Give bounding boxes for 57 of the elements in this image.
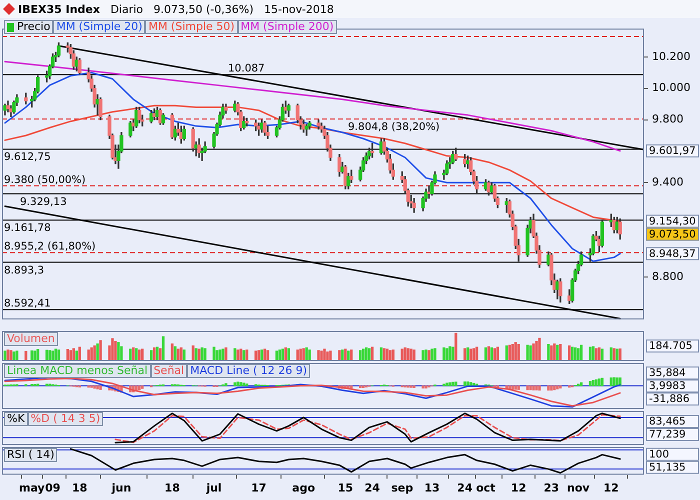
y-tick-label: 10.000	[652, 81, 690, 94]
ref-line-label: 9.161,78	[4, 222, 51, 234]
ref-line-label: 8.592,41	[4, 298, 51, 310]
x-tick-label: 18	[72, 481, 88, 494]
x-tick-label: jun	[110, 481, 132, 494]
ref-line-label: 10.087	[228, 62, 265, 75]
y-tick-label: 9.400	[652, 176, 684, 189]
annotation: 9.601,97	[649, 145, 696, 158]
ref-line-label: 9.329,13	[20, 196, 67, 208]
x-tick-label: 24	[457, 481, 473, 494]
series-label: Linea MACD menos Señal	[4, 364, 151, 378]
chart-subtitle: Diario 9.073,50 (-0,36%) 15-nov-2018	[109, 2, 334, 16]
x-tick-label: 17	[251, 481, 266, 494]
text: 184.705	[649, 340, 692, 352]
x-tick-label: oct	[476, 481, 496, 494]
series-label: Señal	[150, 364, 188, 378]
text: 83,465	[649, 416, 686, 428]
y-tick-label: 9.800	[652, 112, 684, 126]
y-tick-label: 10.200	[652, 50, 690, 63]
x-tick-label: 09	[45, 481, 60, 494]
series-label: MACD Line ( 12 26 9)	[187, 364, 310, 378]
ref-line-label: 9.612,75	[4, 151, 51, 164]
annotation: 8.948,37	[649, 248, 696, 260]
x-tick-label: 12	[510, 481, 526, 494]
series-label: Volumen	[4, 332, 58, 346]
x-tick-label: 18	[164, 481, 180, 494]
x-tick-label: jul	[205, 481, 222, 494]
x-tick-label: 24	[364, 481, 380, 494]
ref-line-label: 9.804,8 (38,20%)	[348, 121, 440, 134]
x-tick-label: 23	[544, 481, 560, 494]
series-label: %D ( 14 3 5)	[28, 412, 104, 426]
text: MM (Simple 50)	[145, 20, 238, 34]
ref-line-label: 8.893,3	[4, 264, 44, 276]
y-tick-label: 8.800	[652, 270, 684, 283]
text: MM (Simple 20)	[53, 20, 146, 34]
x-tick-label: sep	[391, 481, 414, 494]
text: %K	[4, 412, 28, 426]
text: -31,886	[649, 393, 690, 406]
ref-line-label: 9.380 (50,00%)	[4, 174, 86, 186]
text: MM (Simple 200)	[238, 20, 337, 34]
x-tick-label: 15	[338, 481, 354, 494]
text: 100	[649, 448, 670, 461]
ref-line-label: 8.955,2 (61,80%)	[4, 240, 96, 253]
x-tick-label: ago	[292, 481, 316, 494]
chart-title: IBEX35 Index	[18, 2, 100, 16]
text: 3,9983	[649, 380, 686, 392]
x-tick-label: 12	[603, 481, 619, 494]
text: 77,239	[649, 428, 686, 441]
text: 35,884	[649, 367, 686, 380]
x-tick-label: 13	[424, 481, 440, 494]
series-label: RSI ( 14)	[4, 448, 58, 462]
annotation: 9.073,50	[649, 228, 696, 240]
annotation: 9.154,30	[649, 216, 696, 228]
legend-label: Precio	[4, 20, 54, 34]
x-tick-label: nov	[567, 481, 590, 494]
text: 51,135	[649, 462, 686, 474]
x-tick-label: may	[19, 481, 45, 494]
